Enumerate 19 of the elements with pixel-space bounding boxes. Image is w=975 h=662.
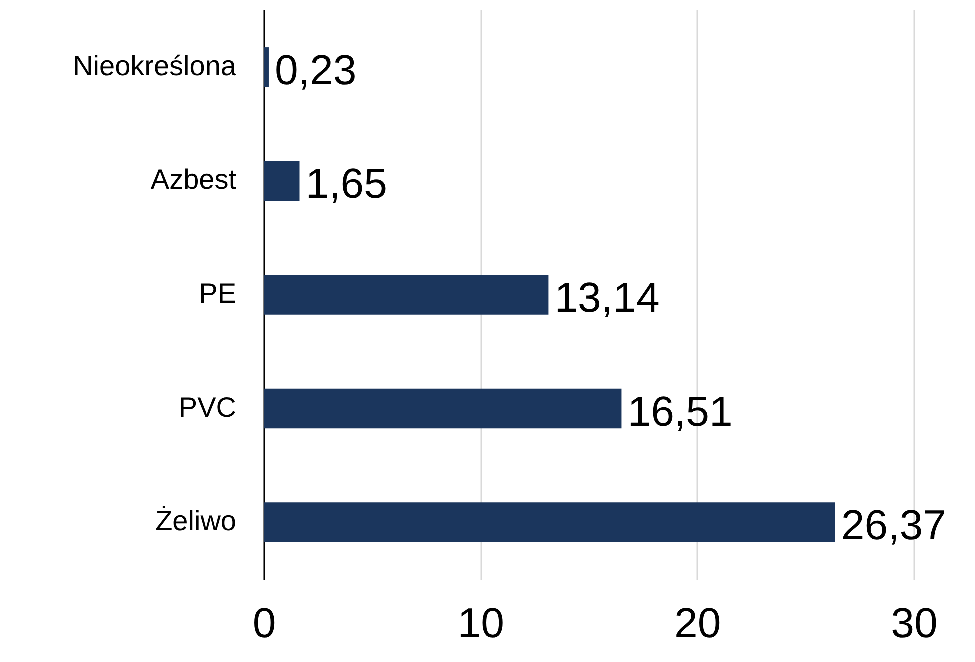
y-tick-label: Żeliwo xyxy=(156,506,236,537)
x-tick-label: 30 xyxy=(891,600,938,646)
bar xyxy=(264,388,622,429)
data-label: 1,65 xyxy=(306,160,388,208)
x-tick-label: 0 xyxy=(252,600,276,646)
data-label: 16,51 xyxy=(628,388,733,435)
x-tick-label: 20 xyxy=(674,600,722,646)
bar xyxy=(264,161,300,202)
y-tick-label: PVC xyxy=(178,392,236,423)
bar xyxy=(264,502,836,542)
x-tick-label: 10 xyxy=(458,600,505,646)
y-tick-label: PE xyxy=(199,278,236,309)
bar xyxy=(264,48,269,88)
bar xyxy=(264,275,549,315)
y-tick-label: Nieokreślona xyxy=(73,50,237,82)
data-label: 26,37 xyxy=(841,502,946,549)
data-label: 13,14 xyxy=(554,274,660,321)
y-tick-label: Azbest xyxy=(150,164,237,196)
data-label: 0,23 xyxy=(274,46,357,94)
